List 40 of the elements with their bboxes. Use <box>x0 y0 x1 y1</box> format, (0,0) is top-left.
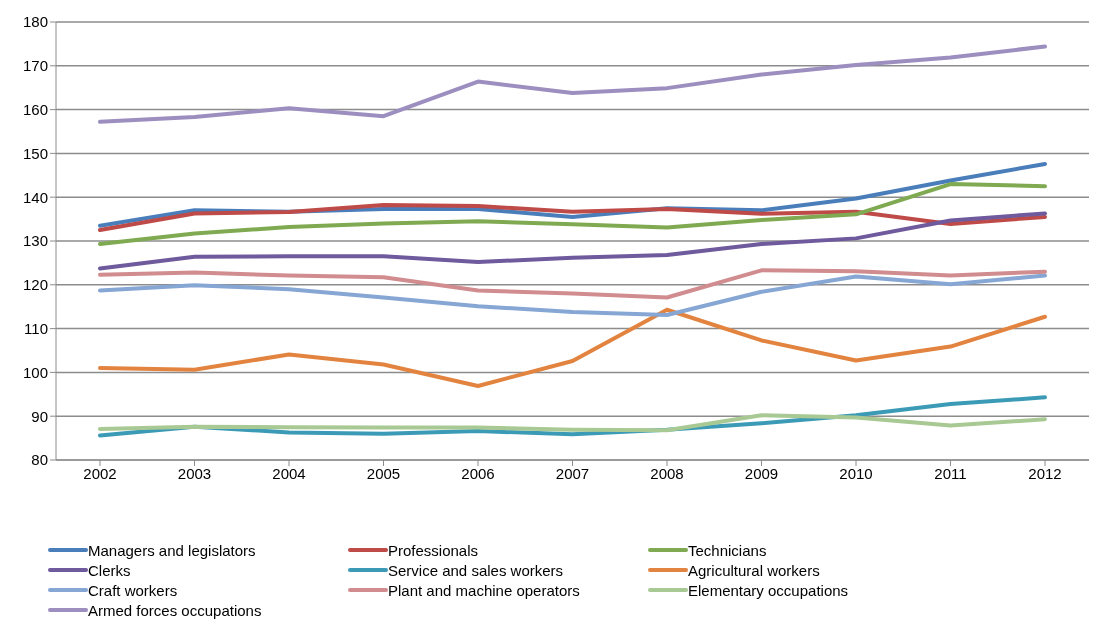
line-series <box>98 307 1047 388</box>
x-tick-label: 2005 <box>366 464 401 482</box>
x-tick-label: 2010 <box>839 464 873 482</box>
legend-label: Agricultural workers <box>688 561 820 579</box>
x-tick-label: 2012 <box>1028 464 1062 482</box>
line-series <box>98 44 1047 124</box>
x-tick-label: 2009 <box>744 464 779 482</box>
legend-label: Armed forces occupations <box>88 601 262 619</box>
x-tick-label: 2006 <box>461 464 495 482</box>
legend-label: Plant and machine operators <box>388 581 580 599</box>
legend-label: Elementary occupations <box>688 581 849 599</box>
line-series <box>98 273 1047 318</box>
line-series <box>98 203 1047 233</box>
line-series <box>98 211 1047 271</box>
x-tick-label: 2004 <box>272 464 306 482</box>
x-tick-label: 2007 <box>555 464 590 482</box>
y-tick-label: 150 <box>22 144 48 162</box>
x-tick-label: 2008 <box>650 464 684 482</box>
y-tick-label: 180 <box>22 13 48 31</box>
legend-label: Professionals <box>388 541 479 559</box>
y-tick-label: 140 <box>22 188 48 206</box>
x-tick-label: 2002 <box>83 464 117 482</box>
y-tick-label: 160 <box>22 100 48 118</box>
line-series <box>98 413 1047 433</box>
x-tick-label: 2011 <box>934 464 967 482</box>
y-tick-label: 120 <box>22 276 48 294</box>
y-tick-label: 130 <box>22 232 48 250</box>
y-tick-label: 170 <box>22 57 48 75</box>
legend-label: Service and sales workers <box>388 561 564 579</box>
line-series <box>98 182 1047 247</box>
y-tick-label: 90 <box>31 407 48 425</box>
line-series <box>98 268 1047 300</box>
legend-label: Managers and legislators <box>88 541 256 559</box>
legend-label: Craft workers <box>88 581 178 599</box>
x-tick-label: 2003 <box>177 464 212 482</box>
legend-label: Clerks <box>88 561 131 579</box>
legend-label: Technicians <box>688 541 767 559</box>
y-tick-label: 110 <box>24 319 48 337</box>
y-tick-label: 100 <box>22 363 48 381</box>
y-tick-label: 80 <box>31 451 48 469</box>
